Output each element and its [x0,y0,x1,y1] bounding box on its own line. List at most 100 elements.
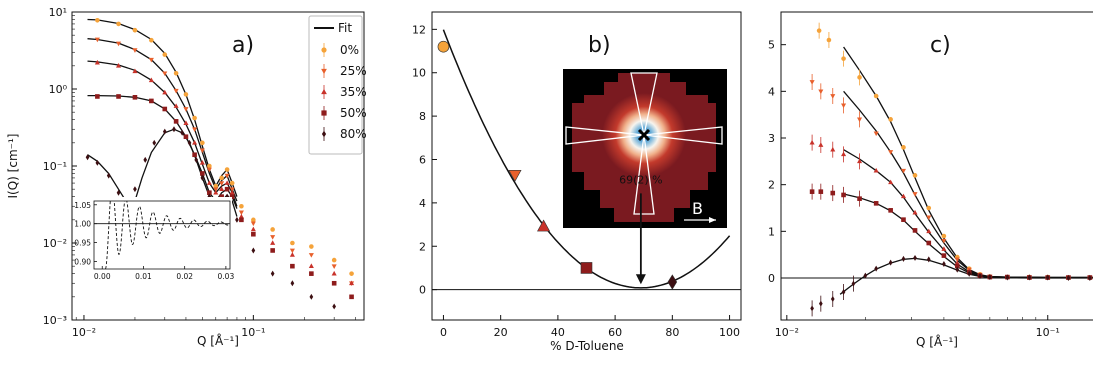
data-point-50pct [901,217,906,222]
data-point-35pct [94,59,100,65]
data-point-50pct [888,208,893,213]
data-point-35pct [857,158,863,164]
data-point-0pct [219,175,224,181]
data-point-80pct [955,266,960,273]
y-tick-label: 10¹ [49,6,67,19]
panel-c-frame [780,11,1093,321]
data-point-0pct [349,271,354,276]
data-point-35pct [809,139,815,145]
field-direction-label: B [692,199,703,218]
data-point-0pct [857,75,862,80]
data-point-50pct [309,271,314,276]
data-point-35pct [270,240,276,245]
data-point-25pct [199,148,205,154]
data-point-0pct [888,117,893,122]
panel-b-x-axis-label: % D-Toluene [550,339,624,353]
fit-curve [843,90,1093,279]
data-point-0pct [95,18,100,23]
inset-frame [93,200,231,270]
panel-a: 10⁻² 10⁻¹ 10⁻³ 10⁻² 10⁻¹ 10⁰ 10¹ a) Q [Å⁻¹] I(… [6,6,367,348]
data-point-0pct [239,203,244,209]
data-point-80pct [251,247,256,254]
data-point-50pct [162,106,168,112]
panel-b-plot-area [432,29,741,291]
data-point-80pct [830,296,835,302]
inset-x-tick-label: 0.02 [176,272,193,281]
panel-b-frame [431,11,742,321]
data-point-25pct [229,187,235,192]
minimum-annotation: 69(2) % [619,173,663,186]
data-point-80pct [270,270,275,277]
data-point-80pct [172,126,176,133]
data-point-50pct [818,189,824,194]
data-point-80pct [841,289,846,295]
data-point-0pct [941,233,947,239]
y-tick-label: 5 [768,39,775,52]
data-point-0pct [290,240,295,246]
data-point-0pct [229,180,235,186]
data-point-35pct [941,246,947,251]
y-tick-label: 12 [412,23,426,36]
panel-a-label: a) [232,33,254,58]
data-point-25pct [888,150,894,155]
data-point-50pct [149,98,154,104]
inset-x-tick-label: 0.00 [94,272,111,281]
data-point-0pct [309,244,314,249]
panel-a-legend: Fit 0% 25% 35% 50% 80% [308,15,367,155]
data-point-50pct [132,95,138,100]
y-tick-label: 10⁰ [49,83,68,96]
data-point-50pct [941,253,947,258]
data-point-35pct [213,189,219,195]
data-point-25pct [148,57,154,63]
x-tick-label: 10⁻¹ [1036,326,1060,339]
data-point-80pct [332,303,337,310]
data-point-0pct [132,27,138,33]
data-point-80pct [95,159,100,166]
y-tick-label: 2 [768,179,775,192]
legend-entries: 0% 25% 35% 50% 80% [321,43,367,141]
data-point-80pct [194,156,199,163]
data-point-80pct [863,272,868,279]
data-point-35pct [841,151,847,157]
data-point-80pct [810,305,814,312]
panel-a-inset: 0.00 0.01 0.02 0.03 0.90 0.95 1.00 1.05 [74,197,234,281]
inset-plot-area [94,201,230,269]
data-point-50pct [251,231,256,237]
data-point-50pct [926,240,932,246]
minimum-arrow [635,193,646,285]
data-point-50pct [183,134,189,140]
data-point-35pct [219,186,225,192]
data-point-80pct [309,293,314,300]
contrast-point [537,219,551,232]
y-tick-label: 0 [768,272,775,285]
data-point-25pct [94,37,100,43]
legend-label: 25% [340,64,367,78]
data-point-25pct [213,187,219,192]
panel-a-axes: 10⁻² 10⁻¹ 10⁻³ 10⁻² 10⁻¹ 10⁰ 10¹ [43,6,356,339]
inset-y-tick-label: 0.90 [74,257,91,266]
data-point-35pct [926,228,932,234]
data-point-80pct [162,128,167,135]
fit-curve [87,60,238,207]
data-point-80pct [926,256,931,263]
fit-curve [87,18,238,197]
data-point-25pct [132,48,138,53]
data-point-0pct [149,37,154,43]
contrast-point [667,274,678,290]
data-point-25pct [224,173,230,179]
legend-marker [321,110,327,116]
inset-background [92,197,232,273]
sector-top [630,72,658,136]
data-point-0pct [207,163,212,169]
data-point-25pct [116,41,122,47]
data-point-50pct [809,189,815,194]
data-point-80pct [818,300,823,307]
data-point-35pct [173,103,179,108]
arrow-head [635,274,646,285]
panel-a-y-axis-label: I(Q) [cm⁻¹] [6,134,20,199]
fit-curve [843,149,1093,279]
data-point-25pct [900,168,907,174]
y-tick-label: 10⁻² [43,237,67,250]
data-point-35pct [148,77,154,83]
